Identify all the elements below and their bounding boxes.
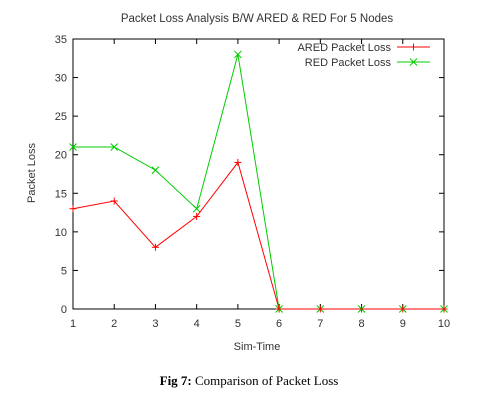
x-tick-label: 4 [194, 318, 200, 330]
x-tick-label: 3 [152, 318, 158, 330]
legend-label-ared: ARED Packet Loss [297, 42, 391, 54]
marker-stroke [192, 204, 201, 213]
x-axis-label: Sim-Time [234, 341, 281, 353]
data-point-ared [234, 158, 242, 166]
caption-text: Comparison of Packet Loss [191, 373, 339, 388]
figure-caption: Fig 7: Comparison of Packet Loss [0, 373, 498, 389]
x-tick-label: 7 [317, 318, 323, 330]
series-line-red [73, 54, 444, 310]
y-tick-label: 15 [55, 188, 67, 200]
marker-stroke [151, 166, 160, 174]
series-layer [69, 50, 448, 313]
x-tick-label: 5 [235, 318, 241, 330]
x-tick-label: 10 [438, 318, 450, 330]
y-tick-label: 10 [55, 227, 67, 239]
legend-label-red: RED Packet Loss [305, 57, 392, 69]
data-point-red [234, 50, 242, 59]
marker-stroke [234, 50, 242, 59]
data-point-ared [358, 305, 366, 313]
caption-label: Fig 7: [159, 373, 192, 388]
legend-marker-ared [410, 43, 417, 51]
x-axis: 1 2 3 4 5 6 7 8 9 10 [70, 39, 450, 330]
y-axis-label: Packet Loss [26, 143, 38, 203]
marker-stroke [110, 143, 119, 151]
marker-stroke [69, 143, 77, 151]
x-tick-label: 6 [276, 318, 282, 330]
x-tick-label: 9 [400, 318, 406, 330]
data-point-ared [151, 243, 159, 251]
x-tick-label: 8 [358, 318, 364, 330]
y-tick-label: 5 [61, 265, 67, 277]
y-tick-label: 35 [55, 34, 67, 46]
data-point-red [151, 166, 160, 174]
y-axis: 0 5 10 15 20 25 30 35 [55, 34, 444, 316]
y-tick-label: 20 [55, 150, 67, 162]
data-point-ared [110, 197, 118, 205]
data-point-ared [316, 305, 324, 313]
legend: ARED Packet Loss RED Packet Loss [297, 42, 430, 69]
marker-stroke [409, 58, 418, 66]
data-point-ared [440, 305, 448, 313]
data-point-red [192, 204, 201, 213]
y-tick-label: 25 [55, 111, 67, 123]
y-tick-label: 0 [61, 304, 67, 316]
data-point-ared [275, 305, 283, 313]
data-point-ared [69, 205, 77, 213]
plot-frame [72, 38, 445, 310]
data-point-red [69, 143, 77, 151]
x-tick-label: 2 [111, 318, 117, 330]
data-point-ared [193, 212, 201, 220]
chart-title: Packet Loss Analysis B/W ARED & RED For … [121, 13, 394, 25]
data-point-red [110, 143, 119, 151]
series-line-ared [72, 161, 444, 310]
legend-marker-red [409, 58, 418, 66]
y-tick-label: 30 [55, 73, 67, 85]
data-point-ared [399, 305, 407, 313]
x-tick-label: 1 [70, 318, 76, 330]
